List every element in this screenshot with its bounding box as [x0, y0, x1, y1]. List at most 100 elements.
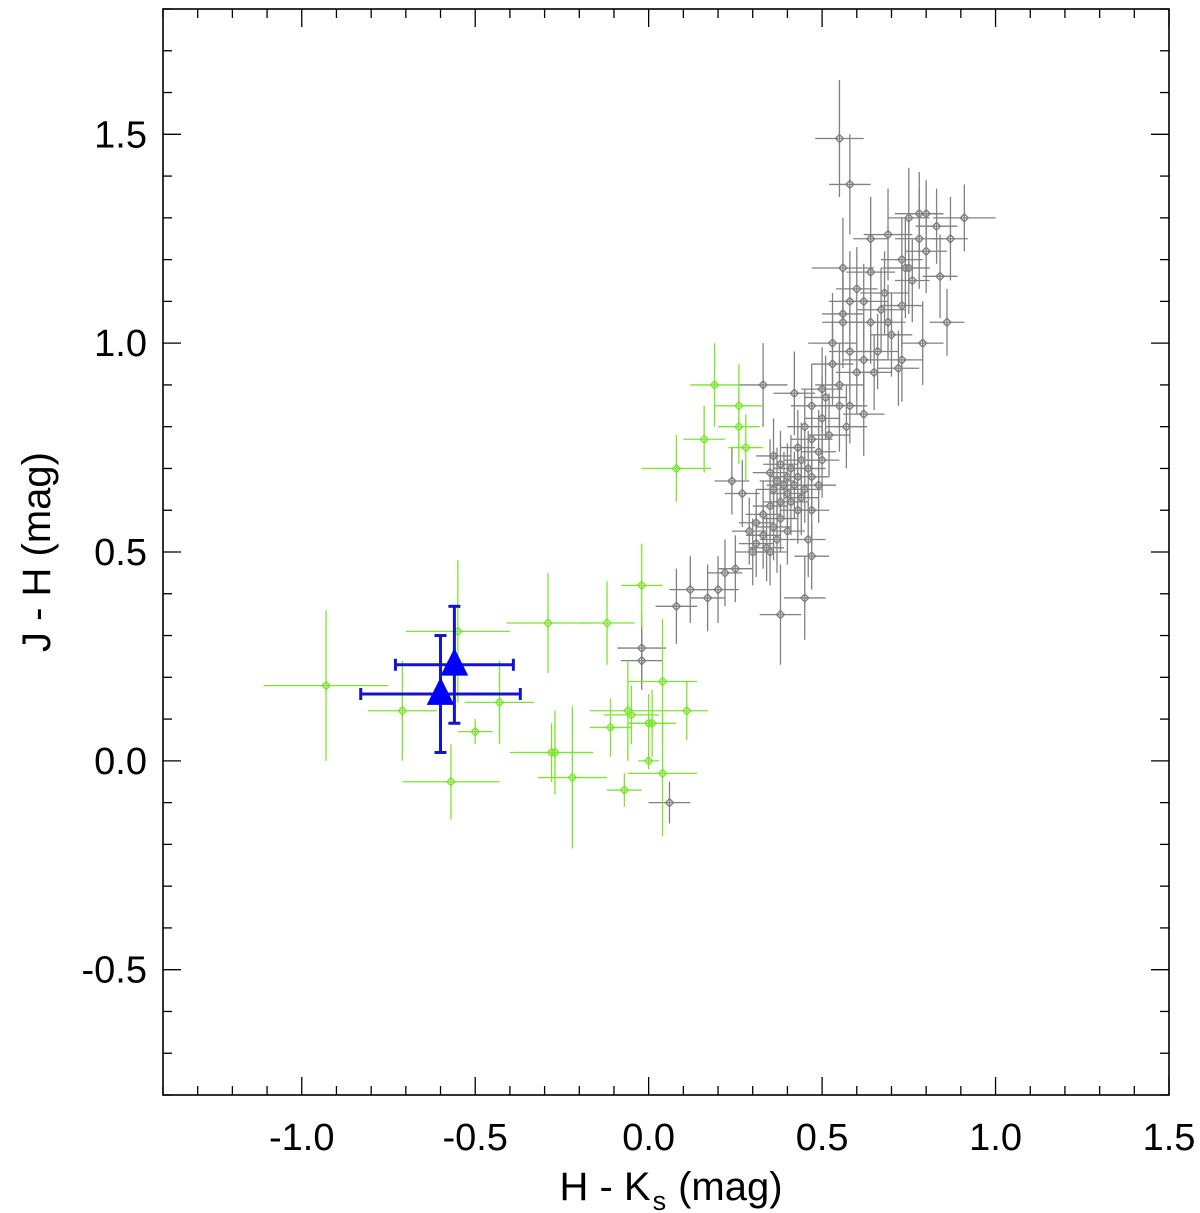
diamond-marker	[626, 709, 637, 720]
data-point	[263, 610, 389, 761]
diamond-marker	[470, 726, 481, 737]
diamond-marker	[605, 722, 616, 733]
data-point	[690, 564, 725, 632]
plot-frame	[162, 8, 1170, 1096]
diamond-marker	[550, 747, 560, 758]
axis-ticks	[162, 8, 1170, 1096]
data-point	[881, 318, 923, 402]
y-tick-label: 0.5	[94, 532, 147, 574]
data-point	[815, 80, 864, 197]
diamond-marker	[803, 534, 814, 545]
data-point	[933, 196, 968, 281]
diamond-marker	[699, 434, 710, 445]
data-point	[714, 447, 750, 515]
diamond-marker	[806, 505, 817, 516]
diamond-marker	[765, 501, 776, 512]
diamond-marker	[619, 785, 630, 796]
data-point	[669, 556, 712, 624]
diamond-marker	[321, 680, 332, 691]
diamond-marker	[914, 233, 925, 244]
diamond-marker	[858, 354, 869, 365]
data-point	[933, 184, 996, 252]
data-point	[683, 405, 725, 473]
diamond-marker	[844, 400, 855, 411]
data-point	[790, 501, 826, 578]
diamond-marker	[546, 747, 557, 758]
diamond-marker	[664, 797, 675, 808]
diamond-marker	[709, 379, 720, 390]
data-point	[888, 222, 930, 314]
diamond-marker	[903, 212, 914, 223]
data-point	[822, 276, 864, 369]
diamond-marker	[671, 463, 682, 474]
diamond-marker	[772, 534, 782, 545]
diamond-marker	[858, 296, 869, 307]
data-series	[263, 80, 996, 849]
diamond-marker	[813, 480, 824, 491]
data-point	[627, 710, 698, 837]
data-point	[856, 267, 906, 352]
data-point	[402, 744, 500, 820]
x-tick-label: -1.0	[269, 1117, 334, 1159]
diamond-marker	[567, 772, 578, 783]
data-point	[870, 284, 906, 360]
data-point	[759, 564, 802, 665]
diamond-marker	[806, 551, 817, 562]
diamond-marker	[917, 338, 928, 349]
data-point	[738, 343, 788, 427]
data-point	[756, 493, 791, 561]
data-point	[728, 414, 764, 481]
diamond-marker	[907, 275, 918, 286]
diamond-marker	[657, 676, 668, 687]
data-point	[707, 539, 743, 607]
diamond-marker	[636, 580, 647, 591]
diamond-marker	[851, 367, 862, 378]
diamond-marker	[758, 379, 769, 390]
diamond-marker	[803, 463, 814, 474]
diamond-marker	[782, 526, 793, 537]
diamond-marker	[799, 421, 810, 432]
diamond-marker	[841, 421, 852, 432]
diamond-marker	[869, 367, 880, 378]
data-point	[537, 706, 608, 849]
data-point	[724, 460, 760, 527]
y-tick-label: 0.0	[94, 741, 147, 783]
data-point	[620, 543, 663, 628]
diamond-marker	[543, 618, 554, 628]
diamond-marker	[494, 697, 505, 708]
data-point	[783, 556, 826, 640]
diamond-marker	[733, 421, 744, 432]
data-point	[787, 389, 823, 465]
diamond-marker	[792, 505, 803, 516]
x-tick-label: 0.0	[622, 1117, 675, 1159]
x-tick-label: 1.0	[969, 1117, 1022, 1159]
data-point	[773, 351, 816, 436]
diamond-marker	[685, 584, 696, 595]
diamond-marker	[602, 618, 613, 628]
data-point	[752, 518, 788, 586]
diamond-marker	[858, 409, 869, 420]
diamond-marker	[713, 584, 724, 595]
diamond-marker	[445, 776, 456, 787]
diamond-marker	[837, 317, 848, 328]
diamond-marker	[657, 768, 668, 779]
data-point	[666, 681, 708, 740]
diamond-marker	[844, 346, 855, 357]
data-point	[359, 634, 522, 754]
data-point	[901, 301, 944, 385]
diamond-marker	[900, 262, 911, 273]
diamond-marker	[740, 442, 751, 453]
data-point	[641, 435, 712, 502]
diamond-marker	[799, 592, 810, 603]
data-point	[856, 313, 899, 390]
diamond-marker	[876, 304, 887, 315]
diamond-marker	[719, 567, 730, 578]
diamond-marker	[931, 221, 942, 232]
data-point	[457, 719, 493, 745]
y-axis-label: J - H (mag)	[15, 452, 59, 652]
data-point	[863, 188, 913, 281]
triangle-marker	[426, 677, 455, 705]
diamond-marker	[397, 705, 408, 716]
diamond-marker	[817, 455, 828, 466]
